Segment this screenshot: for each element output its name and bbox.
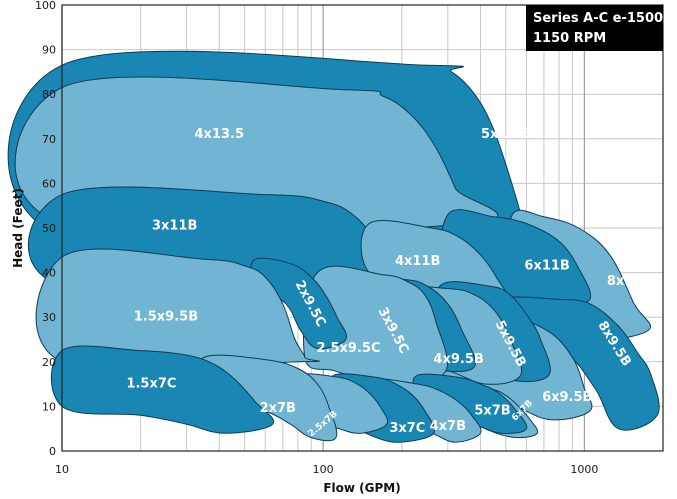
- y-tick-10: 100: [35, 0, 56, 12]
- chart-title-line-1: Series A-C e-1500: [533, 11, 663, 26]
- y-tick-7: 70: [42, 133, 56, 146]
- region-label-6x9.5B: 6x9.5B: [542, 390, 592, 405]
- region-label-3x7C: 3x7C: [389, 421, 425, 436]
- region-label-2.5x9.5C: 2.5x9.5C: [317, 341, 381, 356]
- y-tick-0: 0: [49, 445, 56, 458]
- pump-regions: [7, 50, 660, 443]
- plot-frame: [61, 4, 664, 452]
- x-tick-0: 10: [55, 463, 69, 476]
- region-label-8x11B: 8x11B: [607, 274, 652, 289]
- region-label-4x11B: 4x11B: [395, 254, 440, 269]
- y-tick-8: 80: [42, 88, 56, 101]
- y-tick-1: 10: [42, 400, 56, 413]
- region-1.5x7C: [50, 345, 275, 434]
- y-tick-6: 60: [42, 177, 56, 190]
- title-background: [526, 5, 663, 51]
- y-tick-4: 40: [42, 267, 56, 280]
- region-label-2x7B: 2x7B: [260, 401, 296, 416]
- y-tick-5: 50: [42, 222, 56, 235]
- region-label-4x9.5B: 4x9.5B: [433, 352, 483, 367]
- y-tick-2: 20: [42, 356, 56, 369]
- chart-title-box: Series A-C e-1500 1150 RPM: [526, 5, 663, 51]
- x-tick-2: 1000: [570, 463, 598, 476]
- y-tick-9: 90: [42, 44, 56, 57]
- chart-title-line-2: 1150 RPM: [533, 31, 606, 46]
- region-2.5x9.5C: [303, 265, 448, 385]
- region-label-5x7B: 5x7B: [474, 403, 510, 418]
- region-label-4x13.5: 4x13.5: [194, 127, 244, 142]
- region-label-1.5x9.5B: 1.5x9.5B: [134, 310, 198, 325]
- x-axis-label: Flow (GPM): [323, 481, 400, 495]
- x-tick-1: 100: [313, 463, 334, 476]
- y-tick-3: 30: [42, 311, 56, 324]
- region-label-1.5x7C: 1.5x7C: [126, 377, 176, 392]
- region-label-4x7B: 4x7B: [430, 419, 466, 434]
- y-axis-label: Head (Feet): [11, 188, 25, 268]
- x-tick-labels: 10 100 1000: [55, 463, 598, 476]
- region-label-3x11B: 3x11B: [152, 218, 197, 233]
- region-label-5x13.5: 5x13.5: [481, 127, 531, 142]
- region-label-6x11B: 6x11B: [524, 258, 569, 273]
- y-tick-labels: 0 10 20 30 40 50 60 70 80 90 100: [35, 0, 56, 458]
